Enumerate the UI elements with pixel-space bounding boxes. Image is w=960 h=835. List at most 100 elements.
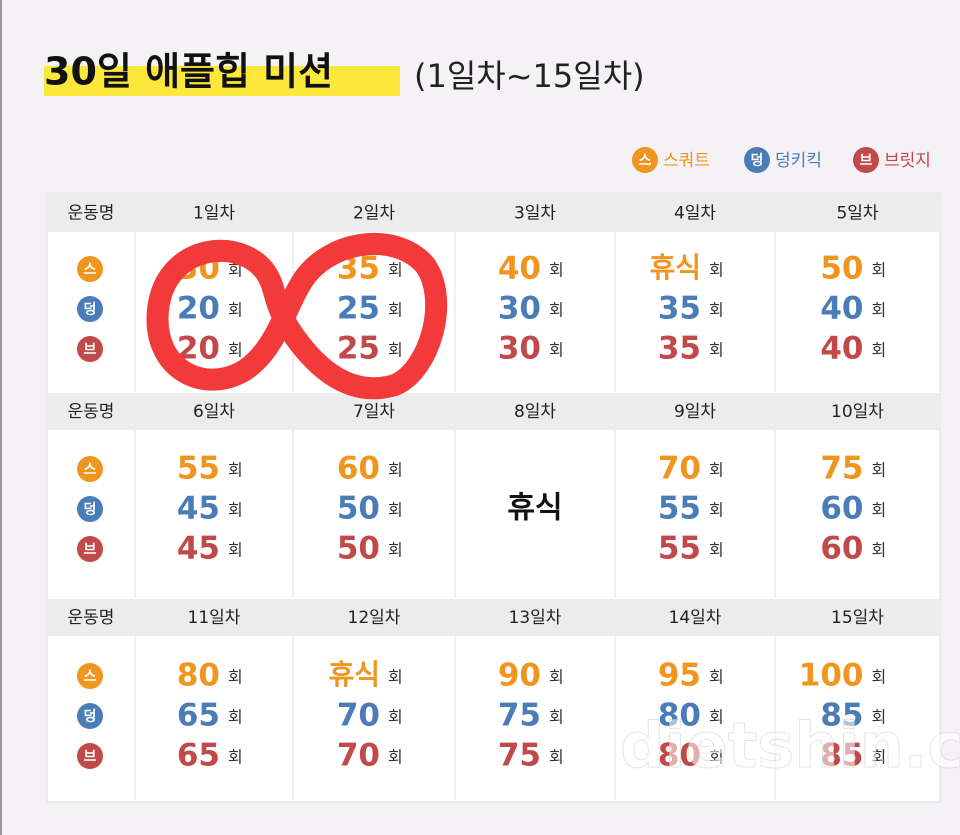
unit: 회: [388, 668, 403, 687]
count: 60: [820, 531, 863, 567]
unit: 회: [228, 668, 243, 687]
legend-icon-text: 브: [860, 153, 873, 169]
count: 35: [658, 291, 701, 327]
count: 35: [658, 331, 701, 367]
row-icon-text: 스: [84, 262, 97, 278]
row-icon: [77, 296, 103, 322]
unit: 회: [549, 748, 564, 767]
unit: 회: [228, 748, 243, 767]
scribble-loop: [146, 233, 448, 400]
count: 40: [820, 291, 863, 327]
day-header: 8일차: [514, 402, 556, 422]
count: 75: [820, 451, 863, 487]
unit: 회: [549, 341, 564, 360]
unit: 회: [388, 461, 403, 480]
left-edge: [0, 0, 2, 835]
row-icon-text: 스: [84, 462, 97, 478]
row-header: 운동명: [68, 402, 115, 422]
legend-icon: [744, 147, 770, 173]
count: 50: [337, 491, 380, 527]
day-header: 7일차: [353, 402, 395, 422]
day-header: 10일차: [831, 402, 884, 422]
title-highlight: [44, 66, 400, 96]
row-icon: [77, 256, 103, 282]
count: 75: [498, 698, 541, 734]
legend-icon-text: 덩: [751, 152, 764, 169]
legend-icon: [853, 147, 879, 173]
header-row: [48, 599, 939, 636]
unit: 회: [709, 541, 724, 560]
count: 80: [658, 738, 701, 774]
count: 55: [658, 531, 701, 567]
count: 50: [820, 251, 863, 287]
unit: 회: [872, 261, 887, 280]
unit: 회: [549, 261, 564, 280]
row-icon: [77, 703, 103, 729]
legend-label: 스쿼트: [663, 151, 710, 171]
count: 50: [337, 531, 380, 567]
unit: 회: [549, 668, 564, 687]
unit: 회: [388, 748, 403, 767]
day-header: 15일차: [831, 608, 884, 628]
count: 95: [658, 658, 701, 694]
count: 20: [177, 291, 220, 327]
row-icon-text: 브: [84, 542, 97, 558]
count: 30: [498, 291, 541, 327]
table: [46, 192, 941, 803]
row-icon-text: 브: [84, 342, 97, 358]
count: 45: [177, 491, 220, 527]
count: 55: [177, 451, 220, 487]
count: 70: [337, 738, 380, 774]
unit: 회: [872, 461, 887, 480]
day-header: 5일차: [836, 204, 878, 224]
unit: 회: [872, 301, 887, 320]
row-icon: [77, 496, 103, 522]
day-header: 6일차: [193, 402, 235, 422]
unit: 회: [872, 541, 887, 560]
row-icon-text: 스: [84, 669, 97, 685]
count: 65: [177, 738, 220, 774]
count: 70: [337, 698, 380, 734]
legend-icon-text: 스: [639, 153, 652, 169]
day-header: 3일차: [514, 204, 556, 224]
unit: 회: [872, 501, 887, 520]
count: 100: [799, 658, 864, 694]
row-icon: [77, 536, 103, 562]
legend-label: 덩키킥: [775, 151, 822, 171]
day-header: 1일차: [193, 204, 235, 224]
count: 30: [498, 331, 541, 367]
watermark: dietshin.com: [620, 709, 960, 782]
count: 80: [658, 698, 701, 734]
day-header: 9일차: [674, 402, 716, 422]
unit: 회: [388, 501, 403, 520]
row-icon: [77, 336, 103, 362]
row-header: 운동명: [68, 608, 115, 628]
unit: 회: [228, 461, 243, 480]
count: 25: [337, 331, 380, 367]
count: 45: [177, 531, 220, 567]
day-header: 11일차: [188, 608, 241, 628]
unit: 회: [228, 708, 243, 727]
row-icon: [77, 663, 103, 689]
header-row: [48, 393, 939, 430]
row-icon: [77, 456, 103, 482]
count: 85: [820, 738, 863, 774]
count: 60: [337, 451, 380, 487]
count: 80: [177, 658, 220, 694]
count: 55: [658, 491, 701, 527]
count: 90: [498, 658, 541, 694]
unit: 회: [388, 261, 403, 280]
unit: 회: [228, 301, 243, 320]
day-header: 12일차: [348, 608, 401, 628]
count: 40: [820, 331, 863, 367]
unit: 회: [872, 708, 887, 727]
unit: 회: [388, 301, 403, 320]
row-icon-text: 덩: [84, 301, 97, 318]
unit: 회: [709, 461, 724, 480]
legend-icon: [632, 147, 658, 173]
count: 75: [498, 738, 541, 774]
day-header: 14일차: [669, 608, 722, 628]
day-header: 13일차: [509, 608, 562, 628]
